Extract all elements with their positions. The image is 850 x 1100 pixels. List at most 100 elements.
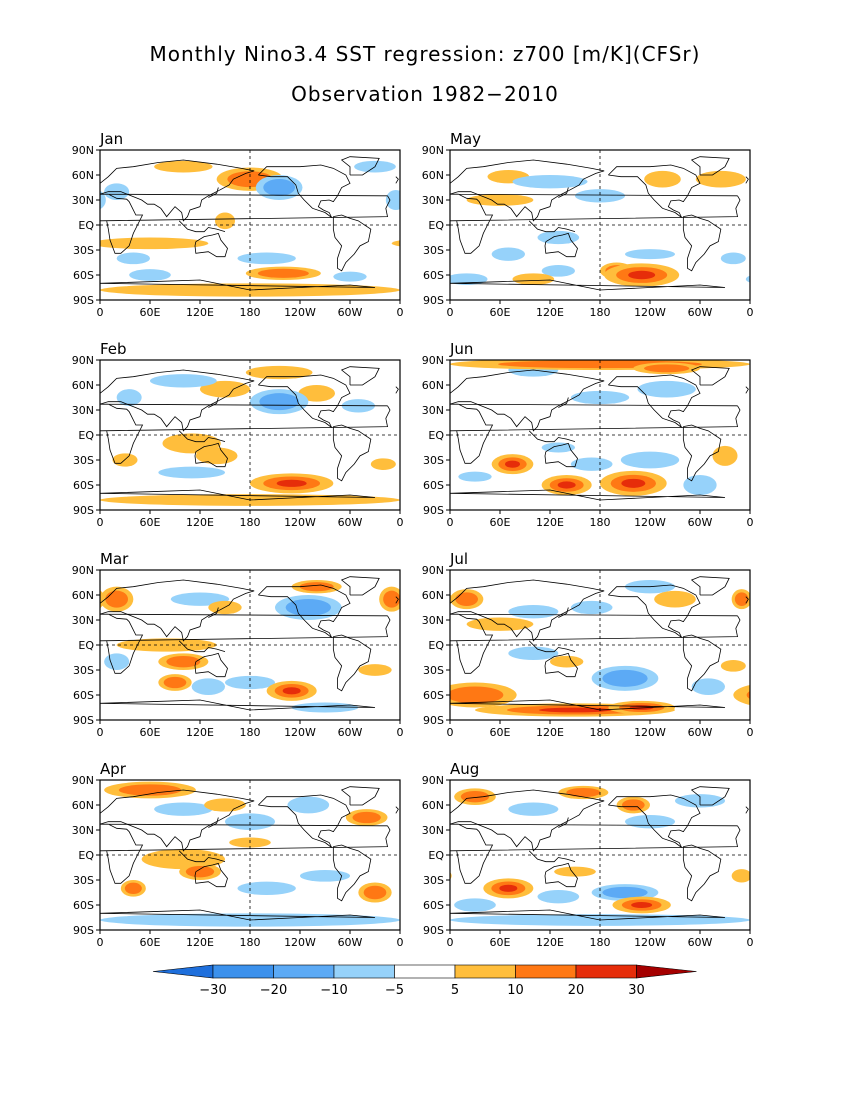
- anomaly-contour: [625, 815, 675, 829]
- lon-tick-label: 60E: [140, 516, 161, 529]
- lon-tick-label: 60E: [140, 936, 161, 949]
- anomaly-contour: [838, 890, 850, 903]
- coastline: [258, 374, 351, 428]
- lon-tick-label: 60W: [688, 516, 713, 529]
- anomaly-contour: [287, 796, 330, 814]
- anomaly-contour: [166, 656, 201, 668]
- lat-tick-label: 60S: [423, 479, 444, 492]
- anomaly-contour: [282, 687, 301, 695]
- lon-tick-label: 0: [397, 726, 404, 739]
- lon-tick-label: 120E: [536, 516, 564, 529]
- lat-tick-label: 60N: [72, 169, 94, 182]
- anomaly-contour: [0, 269, 9, 278]
- coastline: [528, 640, 576, 653]
- month-label: Jan: [99, 130, 123, 148]
- lon-tick-label: 180: [590, 726, 611, 739]
- anomaly-contour: [631, 902, 653, 908]
- colorbar-label: 5: [451, 983, 459, 998]
- lat-tick-label: 90S: [423, 504, 444, 517]
- coastline: [395, 596, 399, 604]
- lat-tick-label: 30N: [422, 194, 444, 207]
- coastline: [100, 909, 376, 921]
- lat-tick-label: 90S: [423, 924, 444, 937]
- coastline: [100, 279, 376, 291]
- coastline: [682, 214, 722, 272]
- lon-tick-label: 60W: [338, 306, 363, 319]
- anomaly-contour: [42, 399, 75, 412]
- coastline: [608, 374, 701, 428]
- coastline: [395, 806, 399, 814]
- anomaly-contour: [455, 592, 478, 606]
- colorbar-label: 30: [628, 983, 645, 998]
- anomaly-contour: [695, 170, 746, 188]
- anomaly-contour: [0, 681, 17, 701]
- lon-tick-label: 120E: [536, 726, 564, 739]
- month-label: Jun: [449, 340, 473, 358]
- anomaly-contour: [541, 442, 575, 453]
- anomaly-contour: [383, 590, 400, 608]
- coastline: [450, 823, 741, 884]
- coastline: [100, 369, 255, 432]
- anomaly-contour: [100, 190, 106, 210]
- anomaly-contour: [622, 799, 645, 811]
- anomaly-contour: [154, 802, 213, 816]
- lat-tick-label: 30N: [422, 824, 444, 837]
- anomaly-contour: [185, 866, 215, 878]
- coastline: [544, 652, 578, 678]
- anomaly-contour: [358, 664, 392, 676]
- colorbar-label: −5: [385, 983, 404, 998]
- lat-tick-label: 30S: [73, 664, 94, 677]
- lat-tick-label: 30S: [73, 244, 94, 257]
- anomaly-contour: [575, 189, 625, 203]
- coastline: [608, 794, 701, 848]
- lat-tick-label: 90N: [72, 354, 94, 367]
- lat-tick-label: EQ: [78, 219, 94, 232]
- lat-tick-label: 30S: [73, 454, 94, 467]
- anomaly-contour: [300, 870, 350, 882]
- anomaly-contour: [731, 869, 750, 883]
- colorbar-under-triangle: [152, 964, 214, 979]
- anomaly-contour: [225, 813, 275, 831]
- anomaly-contour: [162, 433, 221, 454]
- lat-tick-label: 60N: [72, 799, 94, 812]
- coastline: [208, 817, 219, 828]
- coastline: [450, 579, 605, 642]
- anomaly-contour: [200, 380, 250, 398]
- coastline: [194, 232, 228, 258]
- page-subtitle: Observation 1982−2010: [291, 82, 559, 106]
- anomaly-contour: [842, 475, 850, 495]
- anomaly-contour: [602, 669, 648, 687]
- anomaly-contour: [299, 582, 334, 592]
- coastline: [450, 403, 741, 464]
- lat-tick-label: 30S: [423, 244, 444, 257]
- coastline: [558, 397, 569, 408]
- lat-tick-label: 60S: [73, 479, 94, 492]
- lon-tick-label: 0: [97, 726, 104, 739]
- anomaly-contour: [124, 882, 142, 894]
- coastline: [450, 279, 726, 291]
- lat-tick-label: 60N: [72, 589, 94, 602]
- coastline: [100, 489, 376, 501]
- coastline: [745, 386, 749, 394]
- coastline: [682, 424, 722, 482]
- anomaly-contour: [391, 240, 400, 247]
- lat-tick-label: EQ: [78, 639, 94, 652]
- lon-tick-label: 120W: [634, 306, 666, 319]
- lon-tick-label: 120W: [284, 516, 316, 529]
- anomaly-contour: [0, 595, 42, 620]
- anomaly-contour: [813, 273, 850, 285]
- lat-tick-label: 60N: [72, 379, 94, 392]
- anomaly-contour: [195, 447, 238, 465]
- lon-tick-label: 0: [397, 306, 404, 319]
- coastline: [690, 576, 730, 596]
- anomaly-contour: [104, 653, 130, 671]
- anomaly-contour: [625, 249, 675, 260]
- lat-tick-label: 30S: [423, 664, 444, 677]
- coastline: [608, 164, 701, 218]
- anomaly-contour: [550, 655, 584, 668]
- lon-tick-label: 180: [240, 306, 261, 319]
- lat-tick-label: EQ: [428, 219, 444, 232]
- lat-tick-label: 30N: [72, 824, 94, 837]
- anomaly-contour: [654, 590, 696, 608]
